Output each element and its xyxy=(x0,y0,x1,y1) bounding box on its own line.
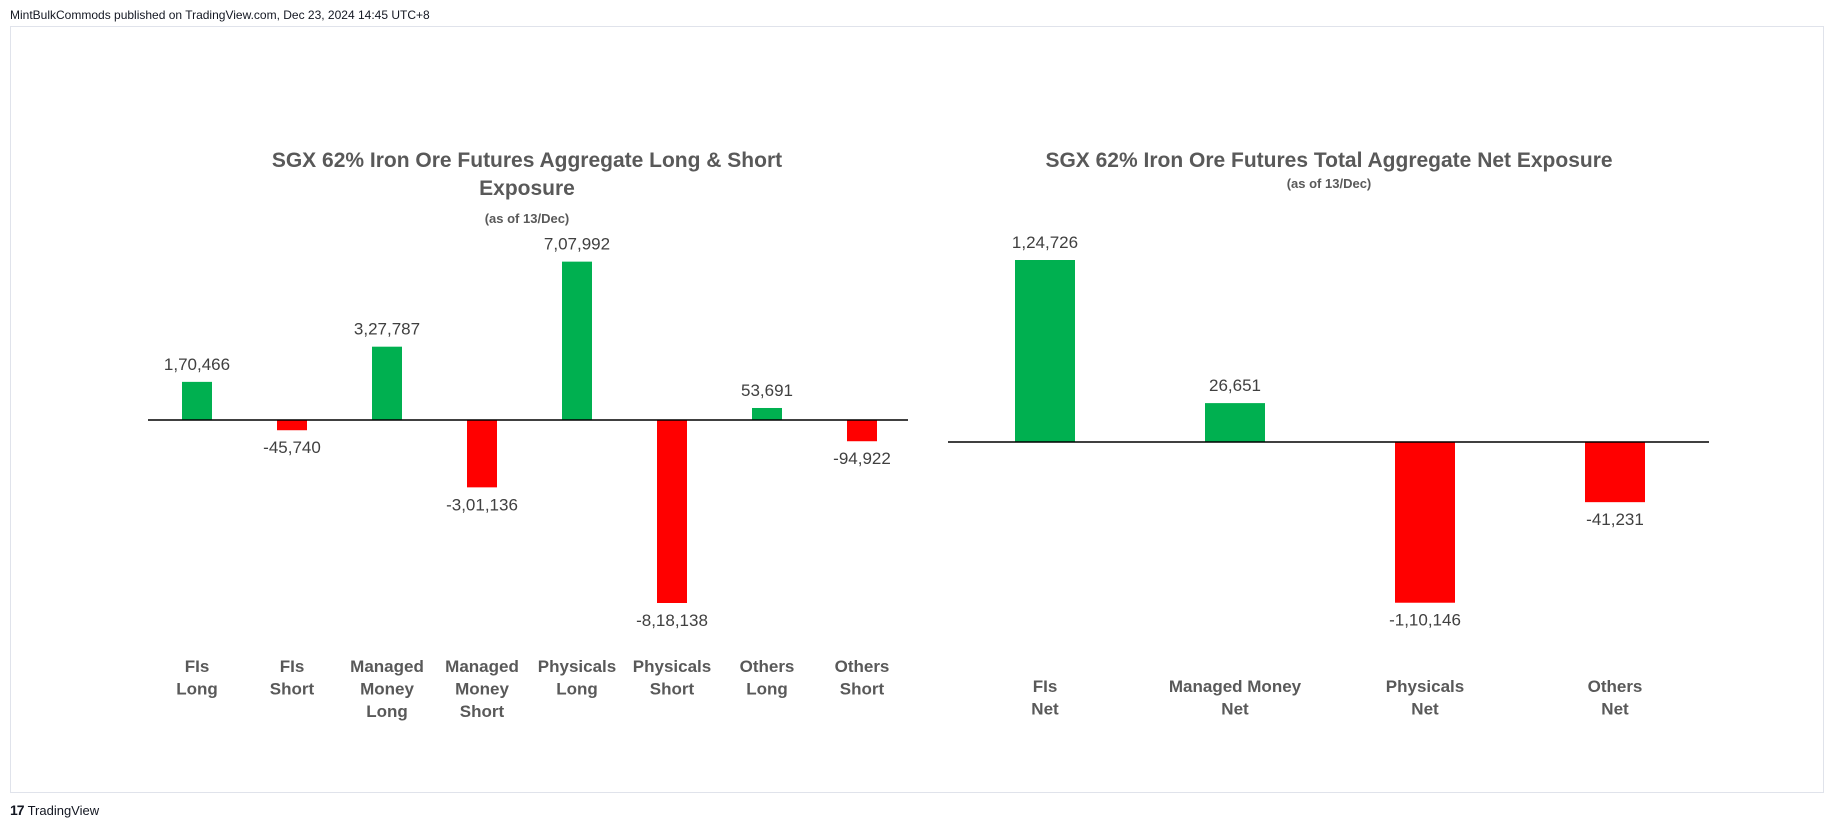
category-label: Others xyxy=(835,657,890,676)
category-label: FIs xyxy=(280,657,305,676)
category-label: Net xyxy=(1221,700,1249,719)
data-label: -94,922 xyxy=(833,449,891,468)
category-label: Others xyxy=(740,657,795,676)
data-label: 7,07,992 xyxy=(544,235,610,254)
tradingview-logo-icon: 17 xyxy=(10,802,25,818)
category-label: Money xyxy=(360,680,414,699)
category-label: Money xyxy=(455,680,509,699)
bar xyxy=(372,346,402,420)
bar xyxy=(752,407,782,420)
category-label: Net xyxy=(1411,700,1439,719)
bar xyxy=(657,420,687,603)
bar xyxy=(847,420,877,442)
bar xyxy=(562,261,592,420)
category-label: Short xyxy=(840,680,885,699)
bar xyxy=(1015,260,1075,442)
bar xyxy=(277,420,307,431)
category-label: Short xyxy=(270,680,315,699)
data-label: 1,24,726 xyxy=(1012,233,1078,252)
data-label: -8,18,138 xyxy=(636,611,708,630)
category-label: Others xyxy=(1588,677,1643,696)
category-label: Short xyxy=(650,680,695,699)
category-label: FIs xyxy=(185,657,210,676)
chart-subtitle: (as of 13/Dec) xyxy=(485,211,570,226)
category-label: Physicals xyxy=(1386,677,1464,696)
bar xyxy=(1205,403,1265,442)
data-label: 53,691 xyxy=(741,381,793,400)
category-label: Managed xyxy=(445,657,519,676)
bar xyxy=(1585,442,1645,503)
data-label: -45,740 xyxy=(263,438,321,457)
category-label: Net xyxy=(1601,700,1629,719)
category-label: Physicals xyxy=(538,657,616,676)
chart-title-line: Exposure xyxy=(479,177,575,200)
category-label: FIs xyxy=(1033,677,1058,696)
data-label: -1,10,146 xyxy=(1389,611,1461,630)
data-label: 3,27,787 xyxy=(354,320,420,339)
bar xyxy=(1395,442,1455,603)
data-label: 26,651 xyxy=(1209,376,1261,395)
chart-net-exposure: SGX 62% Iron Ore Futures Total Aggregate… xyxy=(948,149,1709,719)
data-label: 1,70,466 xyxy=(164,355,230,374)
category-label: Net xyxy=(1031,700,1059,719)
category-label: Physicals xyxy=(633,657,711,676)
chart-title-line: SGX 62% Iron Ore Futures Aggregate Long … xyxy=(272,149,782,172)
category-label: Long xyxy=(746,680,788,699)
footer[interactable]: 17 TradingView xyxy=(10,802,99,818)
data-label: -41,231 xyxy=(1586,510,1644,529)
category-label: Managed Money xyxy=(1169,677,1302,696)
bar xyxy=(467,420,497,488)
data-label: -3,01,136 xyxy=(446,495,518,514)
category-label: Long xyxy=(366,702,408,721)
bar xyxy=(182,381,212,420)
chart-frame xyxy=(10,26,1824,793)
footer-brand: TradingView xyxy=(27,802,100,818)
category-label: Long xyxy=(556,680,598,699)
category-label: Long xyxy=(176,680,218,699)
chart-title-line: SGX 62% Iron Ore Futures Total Aggregate… xyxy=(1045,149,1612,172)
category-label: Managed xyxy=(350,657,424,676)
category-label: Short xyxy=(460,702,505,721)
publish-info: MintBulkCommods published on TradingView… xyxy=(10,8,430,22)
chart-subtitle: (as of 13/Dec) xyxy=(1287,176,1372,191)
chart-long-short-exposure: SGX 62% Iron Ore Futures Aggregate Long … xyxy=(148,149,908,721)
